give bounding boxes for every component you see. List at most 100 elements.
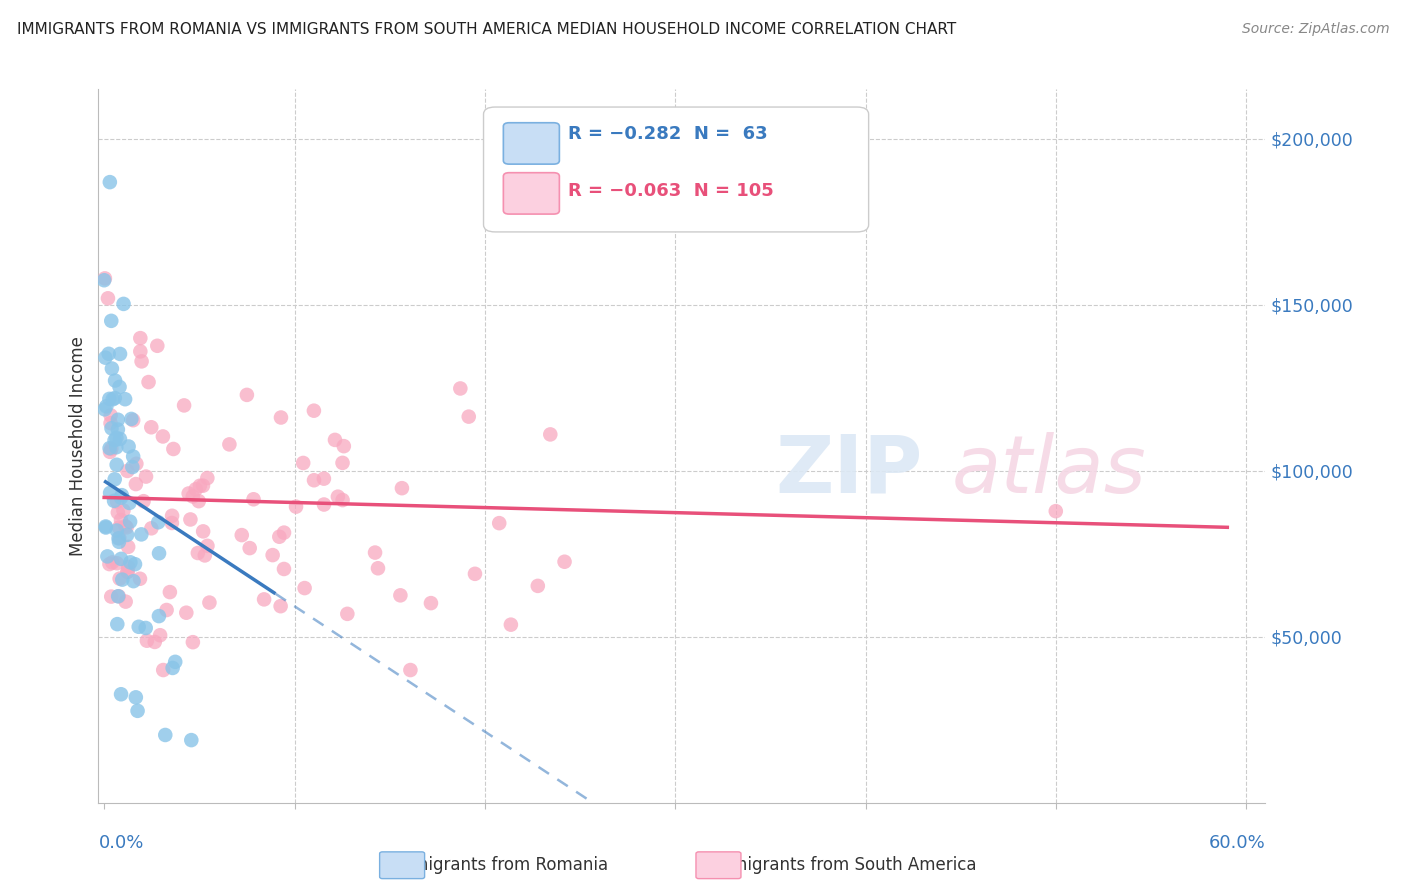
Point: [165, 655, 187, 669]
Point: [122, 450, 145, 464]
Point: [527, 579, 550, 593]
Point: [1045, 504, 1067, 518]
Text: R = −0.282  N =  63: R = −0.282 N = 63: [568, 125, 768, 143]
Point: [94, 519, 117, 533]
Text: Immigrants from South America: Immigrants from South America: [710, 856, 977, 874]
Point: [173, 398, 195, 412]
Point: [326, 490, 349, 504]
Point: [187, 546, 209, 560]
FancyBboxPatch shape: [484, 107, 869, 232]
Text: ZIP: ZIP: [776, 432, 922, 510]
Point: [152, 429, 174, 443]
Point: [108, 347, 131, 361]
Point: [103, 434, 125, 448]
Point: [105, 458, 128, 472]
Point: [101, 392, 124, 407]
Point: [93, 273, 115, 287]
Point: [115, 528, 138, 542]
Point: [98, 441, 121, 455]
Point: [104, 374, 127, 388]
Point: [117, 560, 139, 574]
Point: [253, 592, 276, 607]
Point: [294, 581, 316, 595]
Point: [488, 516, 510, 530]
Point: [312, 472, 335, 486]
Point: [122, 413, 145, 427]
Point: [336, 607, 359, 621]
Point: [110, 552, 132, 566]
Point: [188, 479, 211, 493]
Point: [135, 469, 157, 483]
Point: [125, 477, 148, 491]
Point: [149, 628, 172, 642]
Point: [114, 519, 136, 533]
Point: [112, 297, 135, 311]
Point: [97, 291, 120, 305]
Point: [270, 410, 292, 425]
Point: [160, 516, 183, 530]
Point: [108, 531, 131, 545]
Point: [194, 549, 217, 563]
Point: [155, 728, 177, 742]
Point: [332, 493, 354, 508]
Point: [129, 344, 152, 359]
Point: [270, 599, 292, 614]
Point: [94, 351, 117, 365]
Text: 60.0%: 60.0%: [1209, 834, 1265, 852]
Text: IMMIGRANTS FROM ROMANIA VS IMMIGRANTS FROM SOUTH AMERICA MEDIAN HOUSEHOLD INCOME: IMMIGRANTS FROM ROMANIA VS IMMIGRANTS FR…: [17, 22, 956, 37]
Point: [554, 555, 576, 569]
Point: [499, 617, 522, 632]
Point: [148, 609, 170, 624]
Point: [218, 437, 240, 451]
Point: [98, 557, 121, 571]
Text: Source: ZipAtlas.com: Source: ZipAtlas.com: [1241, 22, 1389, 37]
Point: [114, 594, 136, 608]
Point: [125, 690, 148, 705]
Point: [162, 442, 184, 456]
Text: Immigrants from Romania: Immigrants from Romania: [391, 856, 607, 874]
Point: [94, 520, 117, 534]
Point: [117, 440, 139, 454]
Point: [111, 488, 134, 502]
Point: [108, 380, 131, 394]
Point: [107, 413, 129, 427]
Point: [117, 464, 139, 478]
Point: [120, 515, 142, 529]
Point: [131, 527, 153, 541]
Point: [333, 439, 356, 453]
Point: [187, 494, 209, 508]
Point: [117, 540, 139, 554]
Point: [181, 635, 204, 649]
Point: [101, 361, 124, 376]
Point: [191, 478, 214, 492]
Point: [138, 375, 160, 389]
Point: [96, 400, 118, 414]
FancyBboxPatch shape: [503, 173, 560, 214]
Point: [312, 498, 335, 512]
Point: [141, 420, 163, 434]
Y-axis label: Median Household Income: Median Household Income: [69, 336, 87, 556]
Point: [399, 663, 422, 677]
Text: R = −0.063  N = 105: R = −0.063 N = 105: [568, 182, 773, 200]
Point: [198, 596, 221, 610]
Point: [120, 412, 142, 426]
Point: [367, 561, 389, 575]
Point: [143, 635, 166, 649]
Point: [108, 520, 131, 534]
Point: [389, 588, 412, 602]
Point: [117, 565, 139, 579]
Point: [180, 733, 202, 747]
Point: [179, 512, 201, 526]
Point: [105, 524, 128, 538]
Point: [108, 534, 131, 549]
Point: [129, 572, 152, 586]
Point: [177, 486, 200, 500]
Point: [364, 545, 387, 559]
Point: [117, 565, 139, 579]
Point: [101, 556, 124, 570]
Point: [195, 471, 218, 485]
Point: [104, 472, 127, 486]
Point: [273, 525, 295, 540]
Point: [231, 528, 253, 542]
Point: [105, 495, 128, 509]
